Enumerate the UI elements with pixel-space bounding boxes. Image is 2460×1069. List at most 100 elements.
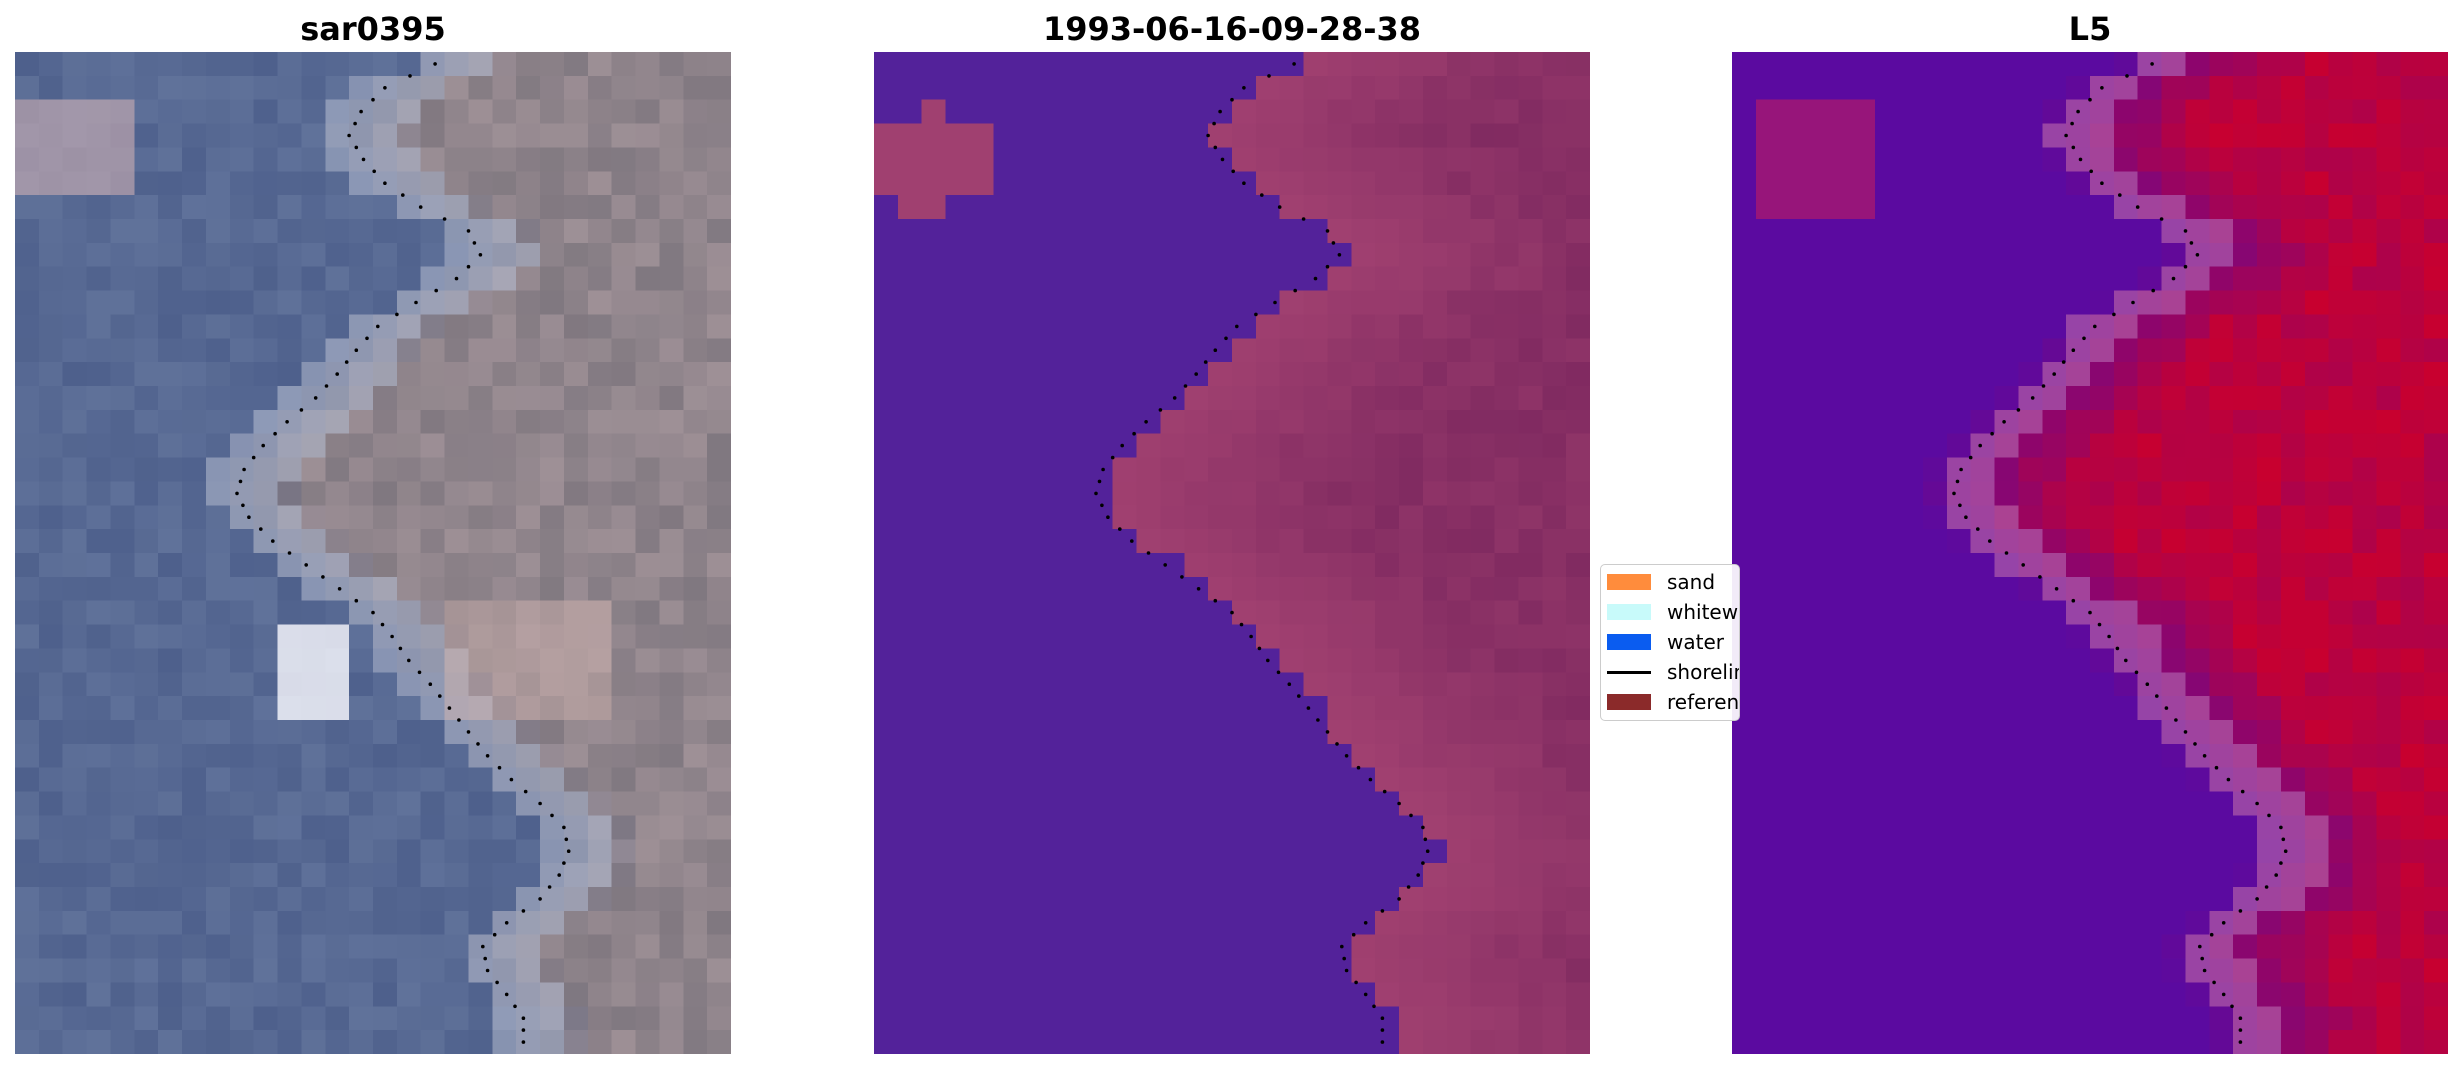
shoreline-point: [259, 527, 263, 531]
shoreline-point: [1363, 992, 1368, 997]
shoreline-point: [2221, 921, 2226, 925]
shoreline-point: [504, 992, 509, 997]
shoreline-point: [1382, 789, 1387, 794]
shoreline-point: [2134, 670, 2139, 675]
shoreline-point: [2155, 694, 2159, 698]
shoreline-point: [1380, 1016, 1385, 1020]
whitewater-swatch: [1607, 604, 1651, 620]
shoreline-point: [2061, 360, 2066, 364]
shoreline-point: [383, 181, 387, 185]
shoreline-point: [371, 97, 375, 102]
shoreline-point: [442, 217, 447, 221]
shoreline-point: [1406, 885, 1411, 889]
shoreline-point: [2082, 336, 2086, 341]
shoreline-point: [521, 1040, 526, 1044]
shoreline-point: [557, 873, 561, 877]
shoreline-point: [1331, 241, 1336, 245]
classified-image: [874, 52, 1590, 1054]
shoreline-point: [466, 730, 471, 734]
shoreline-point: [1097, 479, 1102, 484]
shoreline-point: [344, 360, 349, 364]
shoreline-point: [1277, 205, 1282, 209]
shoreline-point: [299, 408, 304, 412]
shoreline-point: [538, 801, 542, 806]
shoreline-point: [466, 264, 471, 269]
shoreline-point: [2264, 885, 2269, 889]
shoreline-point: [2097, 622, 2102, 627]
shoreline-point: [2100, 86, 2104, 90]
shoreline-point: [1421, 825, 1425, 830]
shoreline-point: [238, 479, 243, 484]
shoreline-point: [376, 324, 380, 329]
shoreline-point: [2230, 1004, 2234, 1009]
shoreline-point: [2054, 587, 2059, 591]
shoreline-point: [485, 968, 490, 973]
shoreline-point: [1224, 336, 1228, 341]
shoreline-point: [2214, 765, 2219, 770]
shoreline-point: [2041, 384, 2046, 388]
shoreline-point: [2093, 324, 2097, 329]
shoreline-point: [372, 169, 377, 174]
shoreline-point: [1340, 944, 1344, 949]
shoreline-point: [1213, 598, 1218, 603]
shoreline-point: [2209, 932, 2214, 937]
shoreline-point: [395, 312, 399, 317]
shoreline-point: [2212, 980, 2216, 985]
shoreline-point: [2174, 718, 2178, 722]
index-image: [1732, 52, 2448, 1054]
shoreline-point: [1101, 467, 1105, 472]
shoreline-point: [1110, 455, 1115, 460]
shoreline-point: [354, 145, 359, 150]
shoreline-point: [1301, 217, 1306, 221]
legend-label: whitewater: [1667, 600, 1739, 624]
shoreline-point: [1313, 276, 1318, 281]
shoreline-point: [2107, 634, 2111, 639]
shoreline-line-swatch: [1607, 670, 1651, 674]
shoreline-point: [1380, 1040, 1385, 1044]
shoreline-point: [562, 861, 566, 865]
shoreline-point: [324, 384, 329, 388]
shoreline-point: [1183, 384, 1188, 388]
shoreline-point: [2255, 801, 2259, 806]
shoreline-point: [1316, 718, 1320, 722]
shoreline-point: [2145, 682, 2150, 686]
shoreline-point: [509, 777, 514, 782]
shoreline-point: [2118, 193, 2122, 197]
shoreline-point: [1276, 670, 1281, 675]
shoreline-point: [1118, 527, 1122, 531]
shoreline-point: [2202, 968, 2207, 973]
shoreline-point: [1100, 503, 1104, 508]
shoreline-point: [1344, 968, 1349, 973]
shoreline-point: [390, 634, 394, 639]
shoreline-point: [1212, 121, 1216, 126]
shoreline-point: [408, 74, 412, 78]
shoreline-point: [1213, 348, 1218, 353]
shoreline-point: [1306, 706, 1311, 710]
shoreline-point: [2135, 205, 2140, 209]
shoreline-point: [2070, 121, 2074, 126]
shoreline-point: [1235, 324, 1239, 329]
shoreline-point: [2183, 730, 2188, 734]
legend-label: reference: [1667, 690, 1740, 714]
shoreline-point: [1230, 97, 1234, 102]
shoreline-point: [550, 813, 554, 818]
shoreline-point: [2078, 157, 2083, 162]
shoreline-point: [1231, 169, 1235, 174]
shoreline-overlay: [1094, 62, 1430, 1044]
shoreline-point: [1144, 420, 1148, 424]
shoreline-point: [1158, 408, 1163, 412]
shoreline-point: [497, 765, 502, 770]
shoreline-point: [1325, 730, 1330, 734]
shoreline-point: [1325, 229, 1330, 233]
shoreline-point: [454, 276, 459, 281]
shoreline-point: [1976, 527, 1980, 531]
shoreline-point: [2267, 813, 2271, 818]
shoreline-point: [1959, 467, 1963, 472]
shoreline-point: [1273, 300, 1277, 305]
shoreline-point: [1239, 622, 1244, 627]
legend-label: sand: [1667, 570, 1716, 594]
shoreline-point: [481, 944, 485, 949]
shoreline-point: [1380, 1028, 1385, 1032]
shoreline-point: [1196, 587, 1201, 591]
shoreline-point: [2124, 658, 2128, 663]
